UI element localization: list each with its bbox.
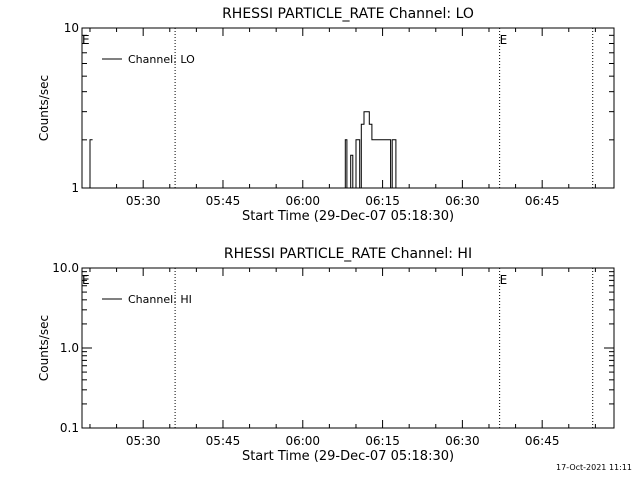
x-tick-label: 05:45 xyxy=(206,434,241,448)
y-tick-label: 0.1 xyxy=(60,421,79,435)
y-tick-label: 1 xyxy=(71,181,79,195)
x-axis-label: Start Time (29-Dec-07 05:18:30) xyxy=(242,449,454,464)
chart-title: RHESSI PARTICLE_RATE Channel: HI xyxy=(224,246,472,262)
plot-frame xyxy=(81,27,615,189)
event-marker-e: E xyxy=(82,33,90,47)
x-tick-label: 06:15 xyxy=(365,194,400,208)
y-axis-label: Counts/sec xyxy=(37,315,51,381)
y-axis-label: Counts/sec xyxy=(37,75,51,141)
x-tick-label: 06:15 xyxy=(365,434,400,448)
chart-title: RHESSI PARTICLE_RATE Channel: LO xyxy=(222,6,474,22)
x-tick-label: 06:30 xyxy=(445,434,480,448)
x-tick-label: 06:45 xyxy=(525,434,560,448)
event-marker-e: E xyxy=(500,273,508,287)
chart-panel-2: RHESSI PARTICLE_RATE Channel: HI 05:30 05:… xyxy=(37,246,615,464)
legend-label: Channel: HI xyxy=(128,293,192,306)
x-tick-label: 06:30 xyxy=(445,194,480,208)
series-line xyxy=(89,139,93,188)
event-marker-e: E xyxy=(500,33,508,47)
y-tick-label: 1.0 xyxy=(60,341,79,355)
chart-panel-1: RHESSI PARTICLE_RATE Channel: LO 05:30 05:… xyxy=(37,6,615,224)
x-tick-label: 06:45 xyxy=(525,194,560,208)
x-tick-label: 05:30 xyxy=(126,194,161,208)
footer-timestamp: 17-Oct-2021 11:11 xyxy=(556,463,632,472)
x-tick-label: 06:00 xyxy=(285,194,320,208)
x-tick-label: 05:45 xyxy=(206,194,241,208)
legend-label: Channel: LO xyxy=(128,53,195,66)
x-tick-label: 06:00 xyxy=(285,434,320,448)
x-axis-label: Start Time (29-Dec-07 05:18:30) xyxy=(242,209,454,224)
series-line xyxy=(344,111,397,189)
y-tick-label: 10 xyxy=(64,21,79,35)
y-tick-label: 10.0 xyxy=(52,261,79,275)
x-tick-label: 05:30 xyxy=(126,434,161,448)
event-marker-e: E xyxy=(82,273,90,287)
plot-frame xyxy=(81,267,615,429)
